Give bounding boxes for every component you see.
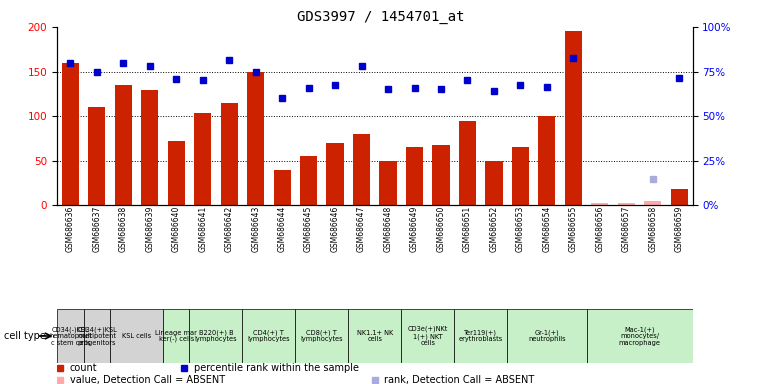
Bar <box>565 31 582 205</box>
Text: GSM686651: GSM686651 <box>463 205 472 252</box>
Text: cell type: cell type <box>4 331 46 341</box>
Bar <box>189 309 243 363</box>
Bar <box>618 203 635 205</box>
Text: GSM686645: GSM686645 <box>304 205 313 252</box>
Text: GSM686650: GSM686650 <box>437 205 445 252</box>
Bar <box>406 147 423 205</box>
Text: GSM686641: GSM686641 <box>198 205 207 252</box>
Text: GDS3997 / 1454701_at: GDS3997 / 1454701_at <box>297 10 464 23</box>
Bar <box>300 156 317 205</box>
Text: GSM686653: GSM686653 <box>516 205 525 252</box>
Text: Lineage mar
ker(-) cells: Lineage mar ker(-) cells <box>155 329 197 343</box>
Bar <box>538 116 556 205</box>
Text: GSM686649: GSM686649 <box>410 205 419 252</box>
Text: B220(+) B
lymphocytes: B220(+) B lymphocytes <box>195 329 237 343</box>
Bar <box>115 85 132 205</box>
Text: GSM686656: GSM686656 <box>595 205 604 252</box>
Bar <box>459 121 476 205</box>
Bar <box>645 201 661 205</box>
Text: rank, Detection Call = ABSENT: rank, Detection Call = ABSENT <box>384 375 534 384</box>
Text: GSM686647: GSM686647 <box>357 205 366 252</box>
Bar <box>670 189 688 205</box>
Text: count: count <box>70 363 97 373</box>
Text: Ter119(+)
erythroblasts: Ter119(+) erythroblasts <box>459 329 503 343</box>
Bar <box>163 309 189 363</box>
Bar <box>486 161 502 205</box>
Text: Mac-1(+)
monocytes/
macrophage: Mac-1(+) monocytes/ macrophage <box>619 326 661 346</box>
Text: GSM686657: GSM686657 <box>622 205 631 252</box>
Text: GSM686659: GSM686659 <box>675 205 684 252</box>
Text: KSL cells: KSL cells <box>122 333 151 339</box>
Text: GSM686643: GSM686643 <box>251 205 260 252</box>
Text: GSM686636: GSM686636 <box>65 205 75 252</box>
Text: GSM686654: GSM686654 <box>543 205 552 252</box>
Bar <box>141 90 158 205</box>
Bar <box>295 309 349 363</box>
Bar <box>349 309 401 363</box>
Bar <box>587 309 693 363</box>
Text: value, Detection Call = ABSENT: value, Detection Call = ABSENT <box>70 375 225 384</box>
Bar <box>512 147 529 205</box>
Text: percentile rank within the sample: percentile rank within the sample <box>194 363 358 373</box>
Text: GSM686639: GSM686639 <box>145 205 154 252</box>
Text: GSM686658: GSM686658 <box>648 205 658 252</box>
Text: CD4(+) T
lymphocytes: CD4(+) T lymphocytes <box>247 329 290 343</box>
Bar <box>247 71 264 205</box>
Bar <box>353 134 370 205</box>
Bar <box>454 309 507 363</box>
Text: CD3e(+)NKt
1(+) NKT
cells: CD3e(+)NKt 1(+) NKT cells <box>408 326 448 346</box>
Bar <box>380 161 396 205</box>
Bar <box>88 107 105 205</box>
Bar <box>243 309 295 363</box>
Bar <box>167 141 185 205</box>
Text: GSM686644: GSM686644 <box>278 205 287 252</box>
Text: Gr-1(+)
neutrophils: Gr-1(+) neutrophils <box>528 329 565 343</box>
Bar <box>194 113 212 205</box>
Text: GSM686648: GSM686648 <box>384 205 393 252</box>
Bar <box>507 309 587 363</box>
Bar <box>110 309 163 363</box>
Text: CD8(+) T
lymphocytes: CD8(+) T lymphocytes <box>301 329 343 343</box>
Bar <box>326 143 344 205</box>
Bar <box>62 63 79 205</box>
Text: GSM686652: GSM686652 <box>489 205 498 252</box>
Bar <box>401 309 454 363</box>
Bar <box>221 103 237 205</box>
Text: CD34(+)KSL
multipotent
progenitors: CD34(+)KSL multipotent progenitors <box>76 326 117 346</box>
Text: NK1.1+ NK
cells: NK1.1+ NK cells <box>357 330 393 342</box>
Text: CD34(-)KSL
hematopoiet
c stem cells: CD34(-)KSL hematopoiet c stem cells <box>49 326 91 346</box>
Text: GSM686640: GSM686640 <box>172 205 180 252</box>
Text: GSM686655: GSM686655 <box>569 205 578 252</box>
Bar <box>591 203 609 205</box>
Bar <box>57 309 84 363</box>
Text: GSM686646: GSM686646 <box>330 205 339 252</box>
Text: GSM686637: GSM686637 <box>92 205 101 252</box>
Text: GSM686642: GSM686642 <box>224 205 234 252</box>
Bar <box>432 145 450 205</box>
Bar <box>273 170 291 205</box>
Bar <box>84 309 110 363</box>
Text: GSM686638: GSM686638 <box>119 205 128 252</box>
